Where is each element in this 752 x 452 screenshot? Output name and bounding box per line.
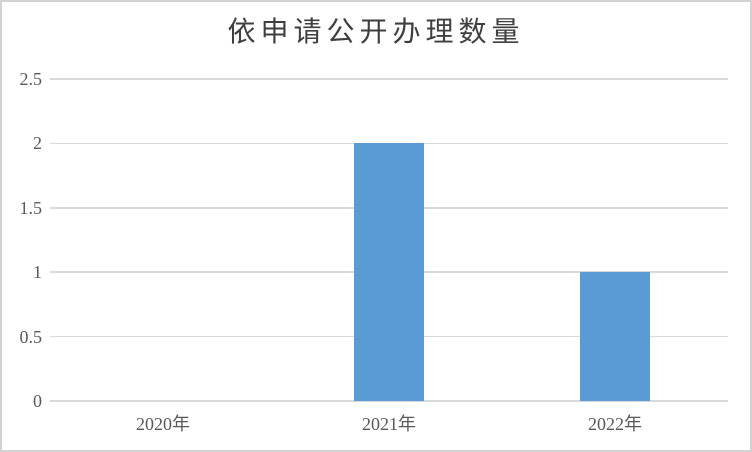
- x-axis-line: [50, 400, 728, 402]
- x-tick-label: 2022年: [588, 414, 642, 434]
- y-tick-label: 1.5: [19, 197, 43, 218]
- x-tick-label: 2020年: [136, 414, 190, 434]
- y-tick-label: 2.5: [19, 69, 43, 89]
- y-axis-labels: 0 0.5 1 1.5 2 2.5: [2, 70, 43, 410]
- bar-2022年: [580, 272, 650, 401]
- bar-2021年: [354, 143, 424, 401]
- y-tick-label: 2: [33, 133, 42, 154]
- y-tick-label: 1: [33, 262, 42, 283]
- x-tick-label: 2021年: [362, 414, 416, 434]
- plot-area: [50, 78, 728, 402]
- y-tick-label: 0.5: [19, 326, 43, 347]
- x-axis-labels: 2020年 2021年 2022年: [50, 412, 728, 436]
- chart-title: 依申请公开办理数量: [227, 17, 525, 48]
- y-tick-label: 0: [33, 391, 42, 411]
- gridline: [50, 78, 728, 80]
